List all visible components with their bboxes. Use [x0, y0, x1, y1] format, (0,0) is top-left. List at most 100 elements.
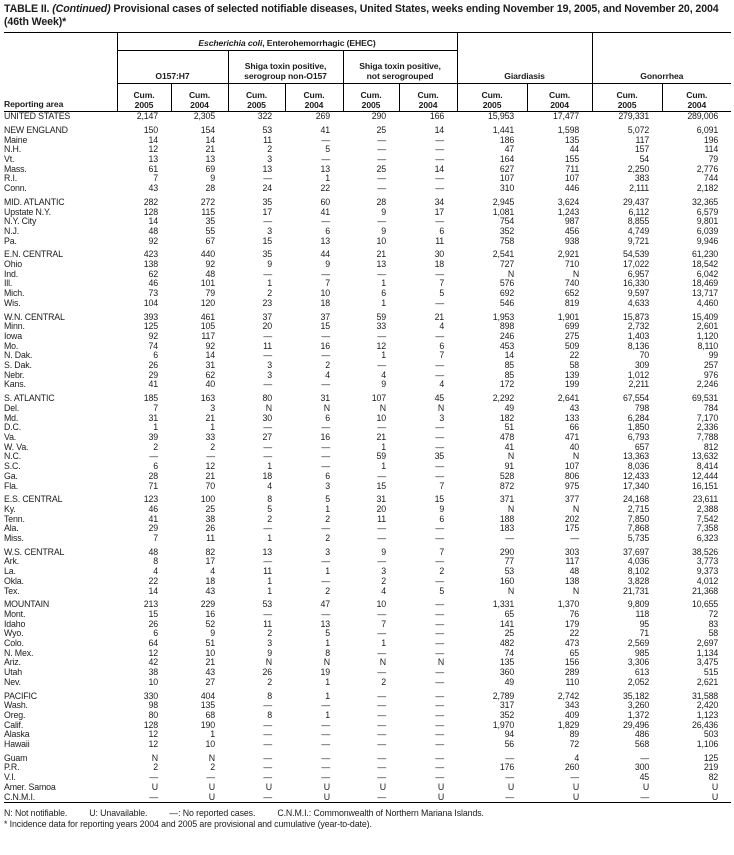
value-cell: 812 — [703, 442, 719, 452]
value-cell: N — [208, 753, 215, 763]
value-cell: — — [263, 442, 272, 452]
value-cell: 61,230 — [692, 250, 719, 260]
reporting-area-cell: Wis. — [4, 298, 21, 308]
value-cell: N — [323, 658, 330, 668]
reporting-area-cell: Nebr. — [4, 370, 25, 380]
value-cell: U — [208, 792, 215, 802]
reporting-area-cell: Md. — [4, 413, 19, 423]
value-cell: 2 — [210, 442, 215, 452]
value-cell: — — [435, 668, 445, 678]
value-cell: 107 — [564, 462, 580, 472]
value-cell: 5,072 — [627, 125, 650, 135]
continued-label: (Continued) — [52, 3, 111, 15]
value-cell: 1,850 — [627, 423, 650, 433]
table-row: N.Y. City 14 35 — — — — 754 987 8,855 9,801 — [4, 217, 731, 227]
non-o157-cum-2005-header: Cum. 2005 — [227, 83, 285, 113]
value-cell: — — [321, 773, 330, 783]
value-cell: 61 — [148, 164, 159, 174]
table-row: S.C. 6 12 1 — 1 — 91 107 8,036 8,414 — [4, 462, 731, 472]
value-cell: 310 — [499, 184, 515, 194]
value-cell: 89 — [569, 730, 580, 740]
value-cell: 2,292 — [492, 394, 515, 404]
value-cell: 35 — [205, 217, 216, 227]
value-cell: 11 — [206, 534, 215, 544]
value-cell: 343 — [564, 701, 580, 711]
table-row: NEW ENGLAND 150 154 53 41 25 14 1,441 1,598 5,072… — [4, 126, 731, 136]
value-cell: — — [321, 269, 330, 279]
reporting-area-cell: La. — [4, 567, 16, 577]
reporting-area-cell: Mich. — [4, 289, 25, 299]
value-cell: 24,168 — [623, 495, 650, 505]
reporting-area-cell: Iowa — [4, 331, 22, 341]
reporting-area-cell: N.J. — [4, 226, 20, 236]
value-cell: — — [149, 773, 158, 783]
reporting-area-cell: Miss. — [4, 534, 24, 544]
value-cell: 10 — [148, 677, 159, 687]
value-cell: 711 — [565, 164, 580, 174]
value-cell: 3 — [210, 403, 215, 413]
value-cell: 107 — [564, 174, 580, 184]
value-cell: — — [263, 351, 272, 361]
value-cell: 6,957 — [627, 269, 650, 279]
value-cell: 38 — [148, 668, 159, 678]
value-cell: 473 — [564, 639, 580, 649]
value-cell: 92 — [148, 236, 159, 246]
value-cell: 157 — [634, 145, 650, 155]
value-cell: 17,340 — [623, 481, 650, 491]
value-cell: — — [377, 217, 386, 227]
reporting-area-cell: Vt. — [4, 155, 15, 164]
value-cell: — — [321, 351, 330, 361]
value-cell: 38,526 — [692, 547, 719, 557]
not-serogrouped-cum-2004-header: Cum. 2004 — [398, 83, 458, 113]
value-cell: 4,460 — [696, 298, 719, 308]
value-cell: — — [435, 609, 445, 619]
value-cell: U — [507, 782, 515, 792]
reporting-area-cell: Alaska — [4, 730, 30, 740]
value-cell: 35 — [262, 197, 273, 207]
value-cell: 290 — [499, 547, 515, 557]
value-cell: 300 — [634, 763, 650, 773]
value-cell: 27 — [262, 432, 273, 442]
value-cell: — — [321, 380, 330, 390]
table-row: N.J. 48 55 3 6 9 6 352 456 4,749 6,039 — [4, 227, 731, 237]
value-cell: 5 — [439, 586, 445, 596]
value-cell: — — [321, 576, 330, 586]
value-cell: — — [377, 691, 386, 701]
value-cell: 29 — [148, 370, 159, 380]
reporting-area-cell: Okla. — [4, 576, 24, 586]
reporting-area-cell: W. Va. — [4, 442, 29, 452]
value-cell: 7,170 — [696, 413, 719, 423]
value-cell: 49 — [504, 677, 515, 687]
value-cell: U — [323, 782, 330, 792]
value-cell: 409 — [564, 710, 580, 720]
value-cell: 528 — [499, 471, 515, 481]
value-cell: 23,611 — [692, 495, 719, 505]
value-cell: 1,106 — [696, 740, 719, 750]
value-cell: — — [377, 557, 386, 567]
value-cell: 60 — [320, 197, 331, 207]
value-cell: 72 — [569, 740, 580, 750]
value-cell: 150 — [143, 125, 158, 135]
value-cell: 2 — [381, 576, 386, 586]
value-cell: 76 — [569, 609, 580, 619]
value-cell: 94 — [504, 730, 515, 740]
value-cell: 29,496 — [623, 720, 650, 730]
value-cell: 1,372 — [627, 710, 650, 720]
value-cell: 98 — [148, 701, 159, 711]
value-cell: — — [263, 331, 272, 341]
value-cell: 9,373 — [696, 567, 719, 577]
value-cell: 2 — [439, 567, 445, 577]
value-cell: 11 — [435, 236, 445, 246]
value-cell: 49 — [504, 403, 515, 413]
value-cell: 2,601 — [696, 322, 719, 332]
value-cell: 393 — [143, 312, 158, 322]
value-cell: 42 — [148, 658, 159, 668]
reporting-area-cell: Calif. — [4, 720, 24, 730]
value-cell: 2,789 — [492, 691, 515, 701]
table-row: C.N.M.I. — U — U — U — U — U — [4, 793, 731, 803]
value-cell: 9 — [267, 648, 272, 658]
table-row: MOUNTAIN 213 229 53 47 10 — 1,331 1,370 9,809 10,6… — [4, 600, 731, 610]
table-row: Del. 7 3 N N N N 49 43 798 784 — [4, 404, 731, 414]
value-cell: 11 — [263, 341, 272, 351]
